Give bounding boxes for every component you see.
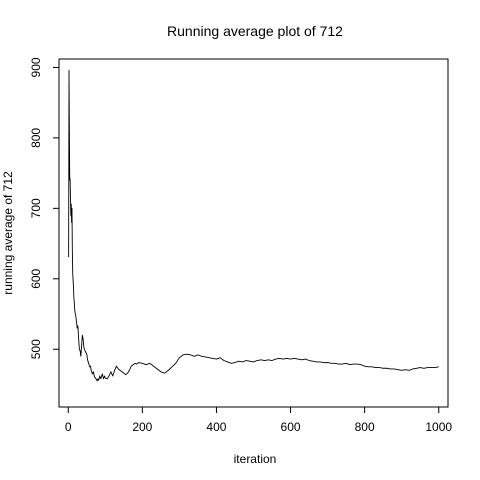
x-axis-label: iteration (234, 452, 277, 466)
chart-title: Running average plot of 712 (167, 23, 343, 39)
x-tick-label: 200 (132, 420, 152, 434)
x-tick-label: 0 (65, 420, 72, 434)
y-axis-label: running average of 712 (1, 171, 15, 295)
y-tick-label: 900 (29, 57, 43, 77)
series-layer (68, 69, 439, 382)
x-tick-label: 600 (281, 420, 301, 434)
x-axis: 0 200 400 600 800 1000 (65, 407, 452, 434)
x-tick-label: 400 (206, 420, 226, 434)
y-tick-label: 500 (29, 339, 43, 359)
y-axis: 500 600 700 800 900 (29, 57, 59, 359)
x-tick-label: 1000 (425, 420, 452, 434)
y-tick-label: 700 (29, 198, 43, 218)
plot-frame (58, 58, 449, 408)
y-tick-label: 800 (29, 128, 43, 148)
x-tick-label: 800 (355, 420, 375, 434)
y-tick-label: 600 (29, 268, 43, 288)
series-line-1 (68, 69, 439, 382)
